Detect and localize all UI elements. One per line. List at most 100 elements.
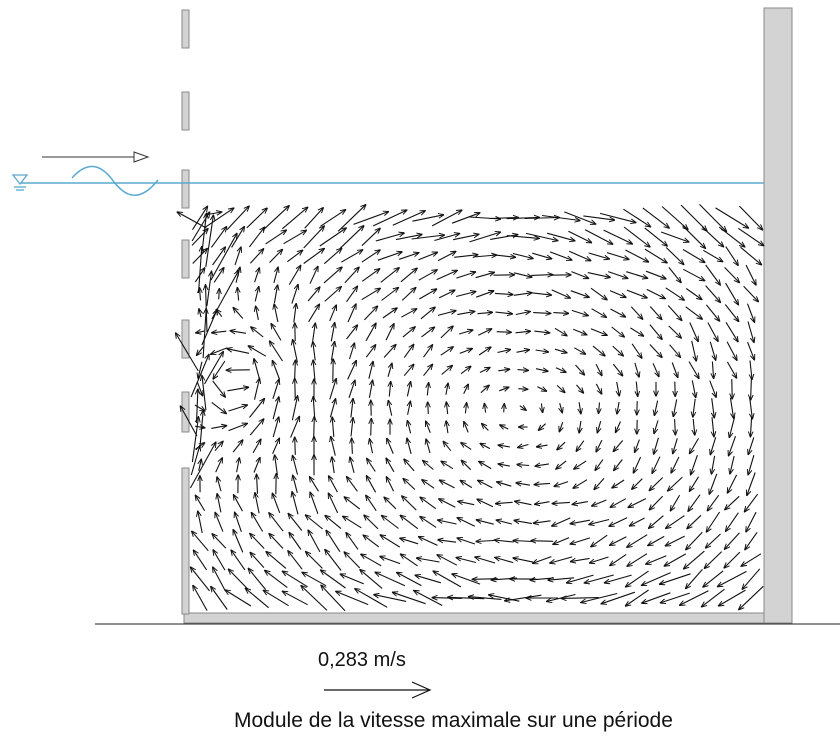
- velocity-vector: [599, 402, 600, 414]
- velocity-vector: [206, 271, 212, 307]
- velocity-vector: [251, 513, 264, 532]
- velocity-vector: [215, 512, 224, 532]
- velocity-vector: [654, 437, 659, 454]
- velocity-vector: [703, 249, 722, 261]
- velocity-vector: [217, 477, 222, 492]
- velocity-vector: [498, 445, 510, 447]
- velocity-vector: [249, 399, 265, 418]
- velocity-vector: [691, 455, 698, 475]
- velocity-vector: [419, 289, 436, 300]
- velocity-vector: [630, 327, 643, 336]
- velocity-vector: [250, 534, 265, 549]
- velocity-vector: [329, 476, 338, 493]
- velocity-vector: [629, 517, 645, 526]
- velocity-vector: [554, 327, 567, 335]
- velocity-vector: [664, 553, 687, 566]
- velocity-vector: [572, 328, 587, 335]
- wall-slot-segment: [181, 91, 190, 131]
- velocity-vector: [319, 228, 346, 247]
- velocity-vector: [387, 363, 392, 377]
- velocity-vector: [712, 417, 714, 437]
- velocity-vector: [541, 403, 542, 412]
- velocity-vector: [535, 502, 550, 505]
- velocity-vector: [401, 309, 416, 318]
- velocity-vector: [460, 366, 471, 375]
- velocity-vector: [347, 304, 356, 323]
- velocity-vector: [205, 215, 214, 268]
- velocity-vector: [575, 364, 585, 375]
- velocity-vector: [570, 557, 590, 561]
- velocity-vector: [685, 306, 703, 319]
- velocity-vector: [421, 327, 435, 338]
- velocity-vector: [232, 440, 243, 453]
- velocity-vector: [226, 206, 249, 231]
- velocity-vector: [514, 520, 533, 525]
- velocity-vector: [554, 481, 569, 487]
- velocity-vector: [363, 535, 380, 548]
- velocity-vector: [715, 207, 749, 228]
- velocity-vector: [274, 304, 279, 323]
- velocity-vector: [457, 518, 476, 527]
- velocity-vector: [574, 347, 585, 354]
- figure-caption: Module de la vitesse maximale sur une pé…: [234, 709, 673, 732]
- velocity-vector: [552, 502, 570, 503]
- velocity-vector: [441, 461, 454, 470]
- velocity-vector: [211, 587, 228, 610]
- velocity-vector: [684, 550, 705, 569]
- velocity-vector: [344, 267, 359, 284]
- velocity-vector: [437, 311, 456, 316]
- velocity-vector: [729, 436, 737, 456]
- velocity-vector: [554, 349, 567, 353]
- velocity-vector: [292, 492, 299, 515]
- velocity-vector: [263, 590, 289, 607]
- velocity-vector: [494, 540, 514, 542]
- velocity-vector: [380, 268, 399, 283]
- velocity-vector: [719, 589, 746, 606]
- velocity-vector: [465, 403, 466, 414]
- velocity-vector: [203, 208, 234, 229]
- velocity-vector: [748, 455, 755, 475]
- velocity-vector: [534, 483, 550, 484]
- velocity-vector: [347, 361, 357, 380]
- velocity-vector: [272, 397, 279, 420]
- velocity-vector: [632, 478, 643, 490]
- wave-icon: [71, 165, 159, 196]
- velocity-vector: [210, 233, 237, 281]
- velocity-vector: [750, 397, 753, 419]
- velocity-vector: [197, 389, 198, 424]
- velocity-vector: [348, 343, 355, 360]
- velocity-vector: [313, 397, 315, 420]
- velocity-vector: [614, 459, 623, 471]
- velocity-vector: [439, 499, 456, 508]
- wall-slot-segment: [181, 391, 190, 433]
- velocity-vector: [198, 511, 203, 534]
- velocity-vector: [709, 341, 715, 360]
- velocity-vector: [646, 555, 667, 564]
- velocity-vector: [691, 380, 695, 397]
- velocity-vector: [212, 331, 227, 333]
- velocity-vector: [191, 567, 210, 592]
- velocity-vector: [587, 272, 610, 278]
- velocity-vector: [197, 346, 204, 356]
- velocity-vector: [250, 552, 265, 568]
- velocity-vector: [667, 305, 682, 321]
- velocity-vector: [649, 324, 662, 340]
- velocity-vector: [573, 479, 588, 489]
- velocity-vector: [725, 532, 740, 549]
- wall-slot-segment: [181, 319, 190, 359]
- velocity-vector: [652, 363, 659, 376]
- velocity-vector: [401, 288, 416, 301]
- velocity-vector: [291, 396, 297, 421]
- velocity-vector: [596, 439, 603, 452]
- velocity-vector: [330, 342, 334, 361]
- velocity-vector: [387, 438, 394, 454]
- velocity-vector: [400, 515, 419, 530]
- arrow-right-icon: [42, 151, 150, 163]
- velocity-vector: [625, 589, 649, 606]
- velocity-vector: [193, 585, 208, 611]
- velocity-vector: [371, 419, 372, 436]
- velocity-vector: [649, 344, 662, 358]
- velocity-vector: [341, 250, 362, 263]
- velocity-vector: [660, 231, 689, 242]
